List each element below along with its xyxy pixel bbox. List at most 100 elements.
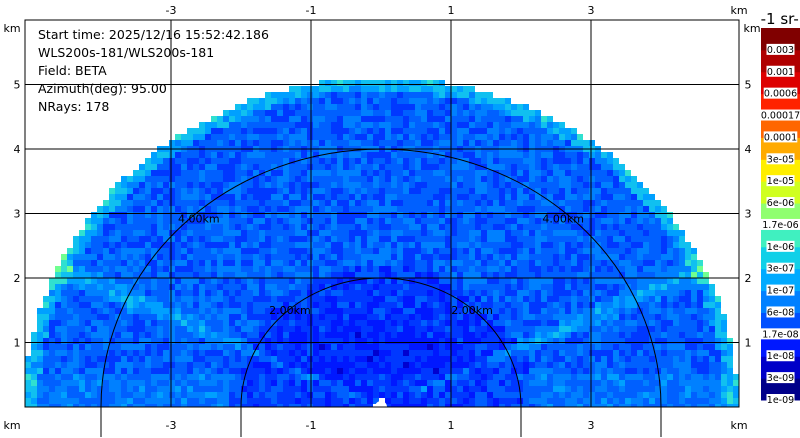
- data-cell: [343, 266, 349, 272]
- data-cell: [103, 260, 109, 266]
- data-cell: [121, 368, 127, 374]
- data-cell: [205, 290, 211, 296]
- data-cell: [709, 350, 715, 356]
- data-cell: [259, 362, 265, 368]
- data-cell: [301, 260, 307, 266]
- data-cell: [385, 350, 391, 356]
- data-cell: [187, 152, 193, 158]
- data-cell: [25, 380, 31, 386]
- data-cell: [199, 182, 205, 188]
- data-cell: [415, 284, 421, 290]
- data-cell: [493, 338, 499, 344]
- data-cell: [535, 314, 541, 320]
- data-cell: [49, 362, 55, 368]
- data-cell: [187, 176, 193, 182]
- data-cell: [481, 302, 487, 308]
- data-cell: [565, 344, 571, 350]
- data-cell: [643, 248, 649, 254]
- data-cell: [679, 356, 685, 362]
- data-cell: [469, 332, 475, 338]
- data-cell: [421, 110, 427, 116]
- data-cell: [403, 140, 409, 146]
- data-cell: [445, 224, 451, 230]
- data-cell: [253, 194, 259, 200]
- data-cell: [463, 176, 469, 182]
- data-cell: [559, 356, 565, 362]
- data-cell: [139, 194, 145, 200]
- data-cell: [295, 116, 301, 122]
- data-cell: [247, 98, 253, 104]
- data-cell: [517, 374, 523, 380]
- data-cell: [493, 356, 499, 362]
- data-cell: [625, 320, 631, 326]
- data-cell: [157, 158, 163, 164]
- data-cell: [67, 296, 73, 302]
- data-cell: [433, 218, 439, 224]
- data-cell: [157, 398, 163, 404]
- data-cell: [673, 332, 679, 338]
- data-cell: [445, 362, 451, 368]
- data-cell: [643, 218, 649, 224]
- data-cell: [235, 188, 241, 194]
- data-cell: [223, 320, 229, 326]
- data-cell: [85, 290, 91, 296]
- data-cell: [103, 338, 109, 344]
- data-cell: [133, 176, 139, 182]
- data-cell: [193, 380, 199, 386]
- data-cell: [535, 218, 541, 224]
- data-cell: [133, 362, 139, 368]
- data-cell: [289, 332, 295, 338]
- data-cell: [31, 362, 37, 368]
- data-cell: [457, 380, 463, 386]
- data-cell: [523, 338, 529, 344]
- data-cell: [439, 122, 445, 128]
- data-cell: [535, 230, 541, 236]
- data-cell: [487, 290, 493, 296]
- data-cell: [217, 260, 223, 266]
- data-cell: [73, 254, 79, 260]
- data-cell: [277, 248, 283, 254]
- data-cell: [607, 230, 613, 236]
- data-cell: [589, 344, 595, 350]
- data-cell: [259, 380, 265, 386]
- data-cell: [475, 110, 481, 116]
- data-cell: [115, 350, 121, 356]
- data-cell: [355, 158, 361, 164]
- data-cell: [601, 350, 607, 356]
- data-cell: [589, 284, 595, 290]
- data-cell: [517, 230, 523, 236]
- data-cell: [349, 242, 355, 248]
- data-cell: [79, 296, 85, 302]
- data-cell: [409, 110, 415, 116]
- data-cell: [517, 140, 523, 146]
- data-cell: [685, 242, 691, 248]
- data-cell: [565, 380, 571, 386]
- data-cell: [505, 110, 511, 116]
- data-cell: [691, 380, 697, 386]
- data-cell: [217, 230, 223, 236]
- data-cell: [643, 242, 649, 248]
- data-cell: [643, 302, 649, 308]
- data-cell: [535, 320, 541, 326]
- data-cell: [595, 290, 601, 296]
- data-cell: [409, 338, 415, 344]
- data-cell: [223, 368, 229, 374]
- data-cell: [163, 236, 169, 242]
- data-cell: [451, 386, 457, 392]
- data-cell: [649, 278, 655, 284]
- data-cell: [133, 200, 139, 206]
- data-cell: [145, 362, 151, 368]
- data-cell: [259, 326, 265, 332]
- data-cell: [469, 350, 475, 356]
- data-cell: [583, 272, 589, 278]
- data-cell: [391, 170, 397, 176]
- data-cell: [139, 296, 145, 302]
- data-cell: [271, 308, 277, 314]
- data-cell: [547, 194, 553, 200]
- data-cell: [337, 176, 343, 182]
- data-cell: [97, 380, 103, 386]
- data-cell: [571, 344, 577, 350]
- data-cell: [61, 314, 67, 320]
- data-cell: [511, 374, 517, 380]
